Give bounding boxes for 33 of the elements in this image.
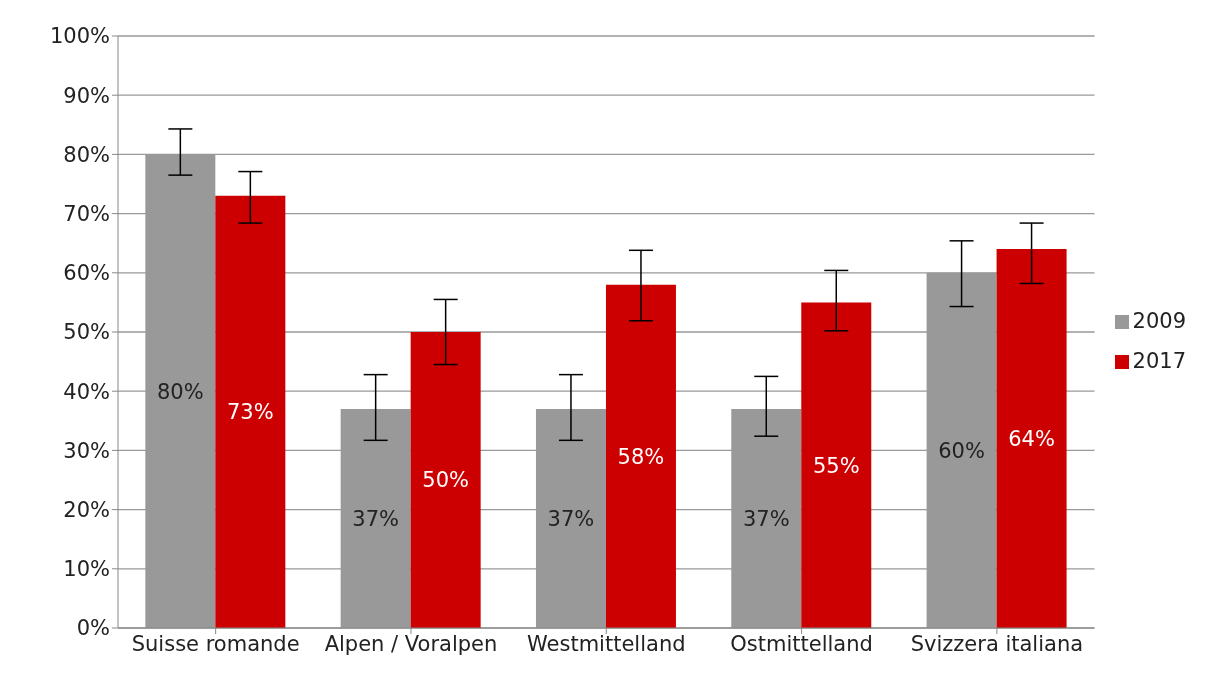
x-tick-label: Suisse romande [131, 631, 300, 656]
data-label: 80% [157, 379, 204, 404]
data-label: 60% [938, 438, 985, 463]
y-tick-label: 0% [76, 616, 110, 641]
y-tick-label: 90% [63, 83, 110, 108]
y-tick-label: 10% [63, 557, 110, 582]
legend-label: 2017 [1132, 349, 1186, 373]
x-tick-label: Ostmittelland [730, 631, 873, 656]
y-tick-label: 30% [63, 438, 110, 463]
bar [215, 195, 286, 628]
data-label: 73% [227, 400, 274, 425]
bar [605, 284, 676, 628]
legend-label: 2009 [1132, 309, 1186, 333]
y-tick-label: 40% [63, 379, 110, 404]
data-label: 50% [422, 468, 469, 493]
y-tick-label: 50% [63, 320, 110, 345]
y-tick-label: 80% [63, 142, 110, 167]
y-tick-label: 100% [49, 24, 110, 49]
data-label: 55% [812, 453, 860, 478]
x-tick-label: Alpen / Voralpen [324, 631, 498, 656]
x-tick-label: Westmittelland [527, 631, 686, 656]
y-tick-label: 60% [63, 261, 110, 286]
data-label: 37% [352, 506, 399, 531]
bar [996, 249, 1067, 628]
y-tick-label: 20% [63, 498, 110, 523]
x-tick-label: Svizzera italiana [910, 631, 1084, 656]
data-label: 37% [742, 506, 790, 531]
bar [801, 302, 872, 628]
bar [410, 332, 481, 628]
data-label: 58% [617, 444, 665, 469]
y-tick-label: 70% [63, 202, 110, 227]
data-label: 37% [547, 506, 595, 531]
data-label: 64% [1008, 427, 1055, 452]
